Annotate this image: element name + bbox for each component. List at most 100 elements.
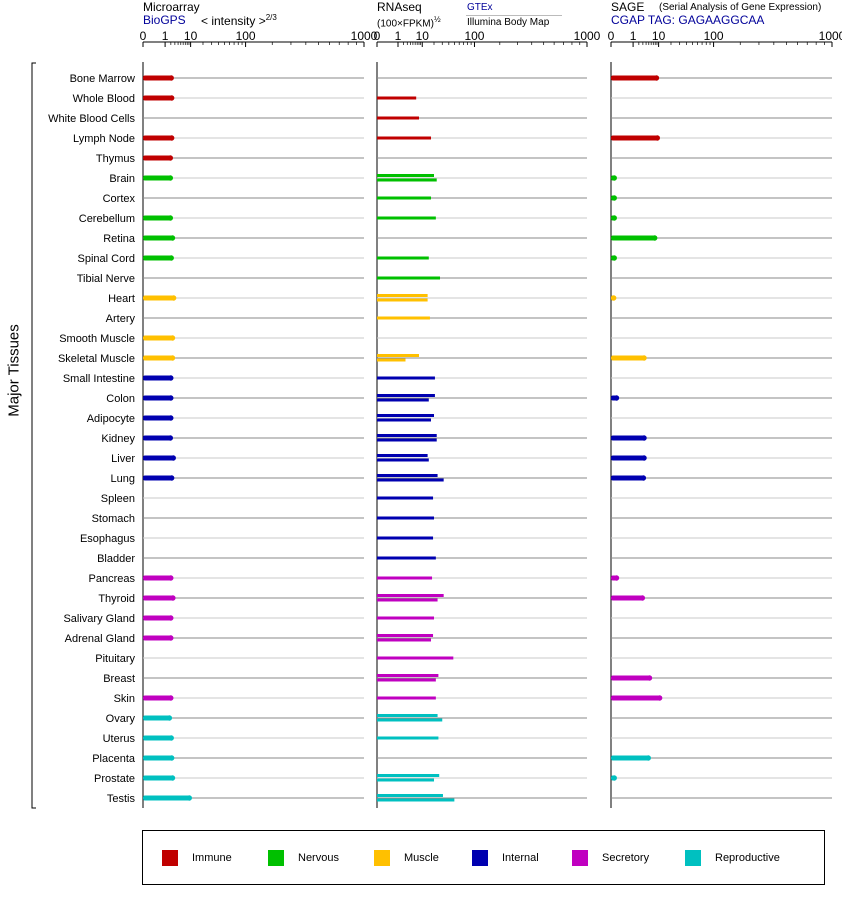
tissue-label-breast: Breast [103, 673, 135, 685]
rnaseq-bar-lymph-node-0 [377, 136, 431, 140]
tissue-label-small-intestine: Small Intestine [63, 373, 135, 385]
microarray-bar-retina [143, 235, 173, 241]
rnaseq-bar-prostate-0 [377, 774, 440, 777]
tissue-label-pancreas: Pancreas [89, 573, 136, 585]
microarray-tick-label-100: 100 [236, 29, 256, 43]
tissue-label-testis: Testis [107, 793, 136, 805]
rnaseq-bar-adipocyte-0 [377, 414, 435, 417]
rnaseq-bar-adrenal-gland-1 [377, 638, 431, 642]
microarray-bar-cap-brain [167, 175, 174, 181]
rnaseq-bar-brain-1 [377, 178, 437, 182]
sage-bar-skeletal-muscle [611, 355, 645, 361]
rnaseq-bar-liver-0 [377, 454, 428, 457]
sage-bar-breast [611, 675, 651, 681]
microarray-bar-cap-uterus [168, 735, 174, 741]
rnaseq-bar-pituitary-0 [377, 656, 454, 660]
sage-bar-cap-lung [640, 475, 647, 481]
microarray-bar-skin [143, 695, 172, 701]
tissue-label-lung: Lung [111, 473, 135, 485]
microarray-bar-colon [143, 395, 172, 401]
rnaseq-bar-skeletal-muscle-0 [377, 354, 419, 357]
microarray-bar-small-intestine [143, 375, 172, 381]
rnaseq-bar-ovary-0 [377, 714, 438, 717]
microarray-bar-cap-small-intestine [168, 375, 174, 381]
tissue-label-heart: Heart [108, 293, 135, 305]
microarray-bar-lymph-node [143, 135, 173, 141]
rnaseq-bar-small-intestine-0 [377, 376, 435, 380]
sage-bar-bone-marrow [611, 75, 657, 81]
sage-bar-lung [611, 475, 644, 481]
rnaseq-metric-exponent: ½ [433, 15, 441, 24]
rnaseq-metric: (100×FPKM)½ [377, 15, 441, 29]
sage-tick-label-1: 1 [630, 29, 637, 43]
microarray-source: BioGPS [143, 13, 186, 27]
microarray-bar-cap-testis [186, 795, 193, 801]
tissue-label-skeletal-muscle: Skeletal Muscle [58, 353, 135, 365]
microarray-bar-cap-adipocyte [168, 415, 174, 421]
sage-bar-lymph-node [611, 135, 658, 141]
rnaseq-bar-skin-0 [377, 696, 436, 700]
legend-item-nervous: Nervous [268, 850, 339, 866]
sage-tick-label-0: 0 [608, 29, 615, 43]
microarray-bar-cap-whole-blood [168, 95, 175, 101]
sage-bar-thyroid [611, 595, 643, 601]
legend-swatch-immune [162, 850, 178, 866]
rnaseq-bar-lung-1 [377, 478, 444, 482]
rnaseq-bar-adrenal-gland-0 [377, 634, 434, 637]
rnaseq-tick-label-1: 1 [395, 29, 402, 43]
rnaseq-bar-testis-0 [377, 794, 443, 797]
tissue-label-colon: Colon [106, 393, 135, 405]
tissue-label-smooth-muscle: Smooth Muscle [59, 333, 135, 345]
microarray-bar-thymus [143, 155, 171, 161]
tissue-label-thymus: Thymus [96, 153, 136, 165]
microarray-tick-label-1: 1 [162, 29, 169, 43]
rnaseq-bar-esophagus-0 [377, 536, 434, 540]
sage-bar-cap-colon [613, 395, 620, 401]
tissue-label-liver: Liver [111, 453, 135, 465]
microarray-bar-pancreas [143, 575, 172, 581]
rnaseq-bar-whole-blood-0 [377, 96, 417, 100]
rnaseq-bar-bladder-0 [377, 556, 436, 560]
tissue-label-retina: Retina [103, 233, 136, 245]
tissue-label-prostate: Prostate [94, 773, 135, 785]
rnaseq-bar-breast-0 [377, 674, 439, 677]
microarray-bar-cap-pancreas [168, 575, 174, 581]
rnaseq-bar-stomach-0 [377, 516, 435, 520]
rnaseq-bar-adipocyte-1 [377, 418, 431, 422]
sage-bar-cap-thyroid [639, 595, 646, 601]
rnaseq-bar-thyroid-1 [377, 598, 438, 602]
rnaseq-bar-heart-0 [377, 294, 428, 297]
tissue-label-bladder: Bladder [97, 553, 135, 565]
sage-title: SAGE [611, 0, 645, 14]
tissue-label-thyroid: Thyroid [98, 593, 135, 605]
rnaseq-bar-spleen-0 [377, 496, 434, 500]
tissue-label-adipocyte: Adipocyte [87, 413, 135, 425]
microarray-bar-ovary [143, 715, 170, 721]
tissue-label-skin: Skin [114, 693, 135, 705]
rnaseq-bar-breast-1 [377, 678, 436, 682]
sage-bar-cap-lymph-node [654, 135, 661, 141]
sage-bar-cap-retina [652, 235, 658, 241]
microarray-bar-cerebellum [143, 215, 171, 221]
rnaseq-bar-testis-1 [377, 798, 455, 802]
rnaseq-bar-cortex-0 [377, 196, 431, 200]
sage-bar-cap-cortex [611, 195, 617, 201]
rnaseq-bar-white-blood-cells-0 [377, 116, 419, 120]
legend-item-internal: Internal [472, 850, 539, 866]
rnaseq-bar-colon-1 [377, 398, 429, 402]
microarray-bar-cap-colon [168, 395, 174, 401]
tissue-label-bone-marrow: Bone Marrow [70, 73, 135, 85]
microarray-bar-cap-heart [170, 295, 177, 301]
rnaseq-bar-pancreas-0 [377, 576, 433, 580]
sage-bar-cap-skeletal-muscle [641, 355, 647, 361]
legend-swatch-internal [472, 850, 488, 866]
microarray-bar-lung [143, 475, 173, 481]
legend-swatch-nervous [268, 850, 284, 866]
rnaseq-tick-label-100: 100 [464, 29, 484, 43]
sage-bar-kidney [611, 435, 645, 441]
legend: Immune Nervous Muscle Internal Secretory… [142, 830, 825, 885]
microarray-bar-cap-lung [168, 475, 175, 481]
sage-bar-cap-prostate [611, 775, 617, 781]
legend-item-reproductive: Reproductive [685, 850, 780, 866]
